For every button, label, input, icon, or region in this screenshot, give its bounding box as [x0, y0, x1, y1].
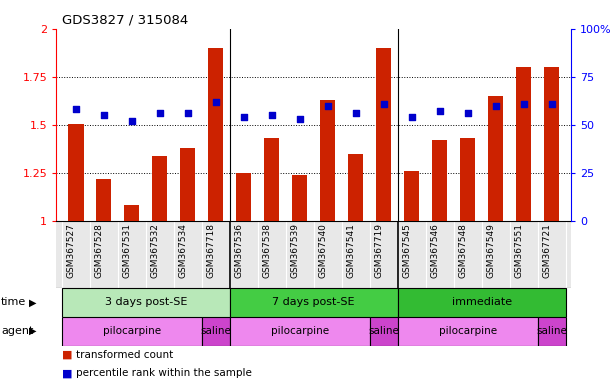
Text: GSM367534: GSM367534 — [179, 223, 188, 278]
Text: GSM367532: GSM367532 — [151, 223, 160, 278]
Bar — [230, 317, 370, 346]
Bar — [460, 138, 475, 221]
Text: GSM367549: GSM367549 — [487, 223, 496, 278]
Point — [379, 101, 389, 107]
Bar — [516, 67, 532, 221]
Text: GSM367539: GSM367539 — [291, 223, 300, 278]
Bar — [152, 156, 167, 221]
Bar — [404, 171, 419, 221]
Text: saline: saline — [536, 326, 567, 336]
Text: GSM367541: GSM367541 — [346, 223, 356, 278]
Bar — [544, 67, 560, 221]
Text: ■: ■ — [62, 368, 73, 378]
Bar — [292, 175, 307, 221]
Bar — [68, 124, 84, 221]
Bar — [398, 288, 566, 317]
Text: pilocarpine: pilocarpine — [271, 326, 329, 336]
Text: ▶: ▶ — [29, 297, 37, 308]
Bar — [230, 288, 398, 317]
Point — [211, 99, 221, 105]
Text: GSM367719: GSM367719 — [375, 223, 384, 278]
Text: GSM367548: GSM367548 — [459, 223, 467, 278]
Point — [183, 110, 192, 116]
Point — [127, 118, 137, 124]
Bar — [124, 205, 139, 221]
Point — [239, 114, 249, 120]
Bar — [488, 96, 503, 221]
Text: GSM367546: GSM367546 — [431, 223, 440, 278]
Bar — [538, 317, 566, 346]
Bar — [398, 317, 538, 346]
Text: GSM367540: GSM367540 — [319, 223, 327, 278]
Text: 3 days post-SE: 3 days post-SE — [104, 297, 187, 308]
Point — [463, 110, 472, 116]
Text: GSM367527: GSM367527 — [67, 223, 76, 278]
Bar — [62, 288, 230, 317]
Point — [519, 101, 529, 107]
Text: ▶: ▶ — [29, 326, 37, 336]
Text: immediate: immediate — [452, 297, 512, 308]
Point — [155, 110, 165, 116]
Bar — [236, 173, 252, 221]
Bar — [370, 317, 398, 346]
Text: saline: saline — [368, 326, 399, 336]
Text: GSM367718: GSM367718 — [207, 223, 216, 278]
Point — [267, 112, 277, 118]
Bar — [208, 48, 224, 221]
Bar — [320, 100, 335, 221]
Bar — [62, 317, 202, 346]
Bar — [264, 138, 279, 221]
Text: GSM367721: GSM367721 — [543, 223, 552, 278]
Text: pilocarpine: pilocarpine — [103, 326, 161, 336]
Point — [407, 114, 417, 120]
Text: 7 days post-SE: 7 days post-SE — [273, 297, 355, 308]
Text: pilocarpine: pilocarpine — [439, 326, 497, 336]
Text: agent: agent — [1, 326, 34, 336]
Text: GDS3827 / 315084: GDS3827 / 315084 — [62, 14, 189, 27]
Bar — [202, 317, 230, 346]
Bar — [432, 140, 447, 221]
Text: GSM367551: GSM367551 — [514, 223, 524, 278]
Bar — [96, 179, 111, 221]
Point — [435, 108, 445, 114]
Point — [71, 106, 81, 113]
Point — [99, 112, 109, 118]
Text: GSM367536: GSM367536 — [235, 223, 244, 278]
Text: ■: ■ — [62, 350, 73, 360]
Point — [295, 116, 305, 122]
Text: GSM367528: GSM367528 — [95, 223, 104, 278]
Text: time: time — [1, 297, 26, 308]
Text: GSM367531: GSM367531 — [123, 223, 132, 278]
Point — [547, 101, 557, 107]
Text: GSM367545: GSM367545 — [403, 223, 412, 278]
Point — [351, 110, 360, 116]
Point — [491, 103, 500, 109]
Text: transformed count: transformed count — [76, 350, 173, 360]
Bar — [376, 48, 392, 221]
Text: saline: saline — [200, 326, 231, 336]
Text: GSM367538: GSM367538 — [263, 223, 272, 278]
Bar — [348, 154, 364, 221]
Point — [323, 103, 332, 109]
Text: percentile rank within the sample: percentile rank within the sample — [76, 368, 252, 378]
Bar — [180, 148, 196, 221]
